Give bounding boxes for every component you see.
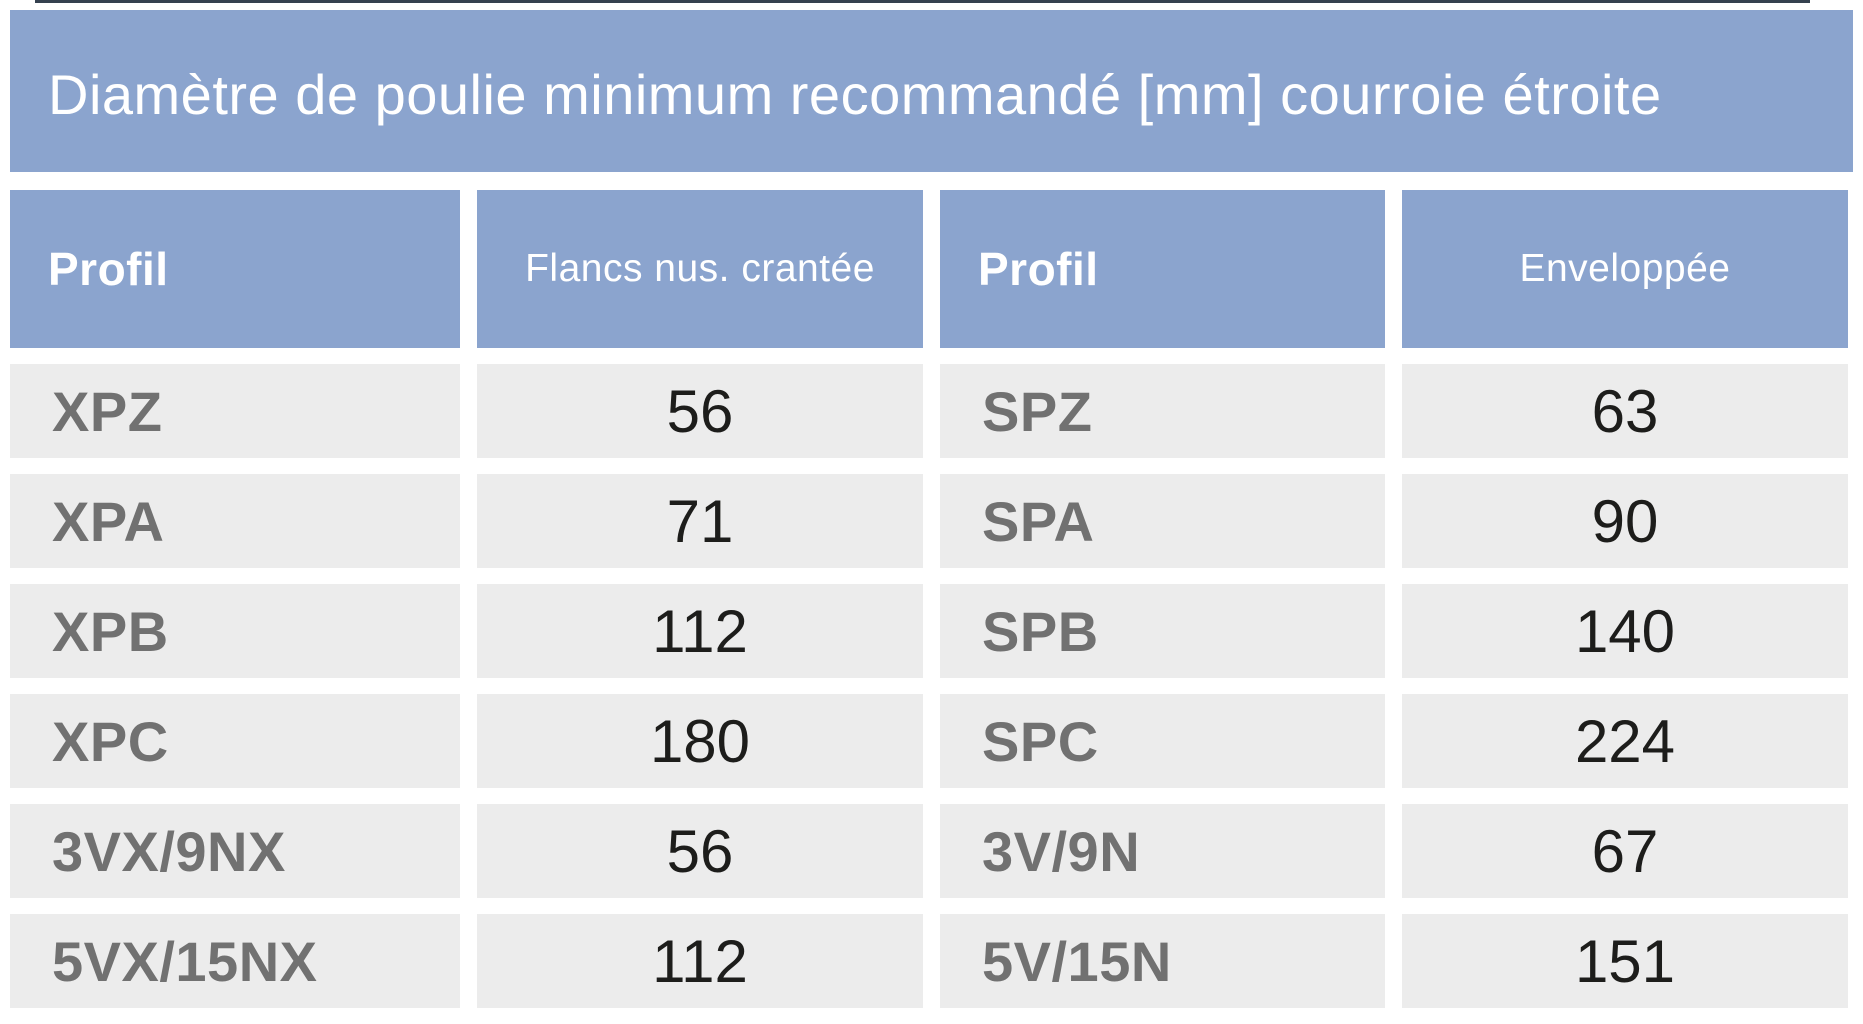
table-title: Diamètre de poulie minimum recommandé [m… xyxy=(48,62,1662,126)
profil-cell: SPC xyxy=(940,694,1385,788)
profil-cell: XPC xyxy=(10,694,460,788)
value-cell: 151 xyxy=(1402,914,1848,1008)
column-header-profil-right: Profil xyxy=(940,190,1385,348)
profil-cell: 3V/9N xyxy=(940,804,1385,898)
profil-cell: XPZ xyxy=(10,364,460,458)
profil-cell: XPB xyxy=(10,584,460,678)
profil-cell: SPZ xyxy=(940,364,1385,458)
table-row: XPA 71 SPA 90 xyxy=(10,474,1858,568)
profil-cell: 5VX/15NX xyxy=(10,914,460,1008)
value-cell: 180 xyxy=(477,694,923,788)
table-row: XPZ 56 SPZ 63 xyxy=(10,364,1858,458)
table-row: XPC 180 SPC 224 xyxy=(10,694,1858,788)
profil-cell: SPA xyxy=(940,474,1385,568)
profil-cell: 3VX/9NX xyxy=(10,804,460,898)
profil-cell: XPA xyxy=(10,474,460,568)
value-cell: 90 xyxy=(1402,474,1848,568)
value-cell: 224 xyxy=(1402,694,1848,788)
profil-cell: SPB xyxy=(940,584,1385,678)
table-row: 3VX/9NX 56 3V/9N 67 xyxy=(10,804,1858,898)
table-row: 5VX/15NX 112 5V/15N 151 xyxy=(10,914,1858,1008)
value-cell: 56 xyxy=(477,804,923,898)
value-cell: 67 xyxy=(1402,804,1848,898)
value-cell: 56 xyxy=(477,364,923,458)
table-row: XPB 112 SPB 140 xyxy=(10,584,1858,678)
value-cell: 63 xyxy=(1402,364,1848,458)
profil-cell: 5V/15N xyxy=(940,914,1385,1008)
column-header-flancs-nus-crantee: Flancs nus. crantée xyxy=(477,190,923,348)
table-title-band: Diamètre de poulie minimum recommandé [m… xyxy=(10,10,1853,172)
value-cell: 112 xyxy=(477,584,923,678)
table-header-row: Profil Flancs nus. crantée Profil Envelo… xyxy=(10,190,1858,348)
column-header-profil-left: Profil xyxy=(10,190,460,348)
value-cell: 140 xyxy=(1402,584,1848,678)
pulley-diameter-table: Profil Flancs nus. crantée Profil Envelo… xyxy=(10,190,1858,1024)
top-border-line xyxy=(35,0,1810,3)
column-header-enveloppee: Enveloppée xyxy=(1402,190,1848,348)
value-cell: 71 xyxy=(477,474,923,568)
value-cell: 112 xyxy=(477,914,923,1008)
